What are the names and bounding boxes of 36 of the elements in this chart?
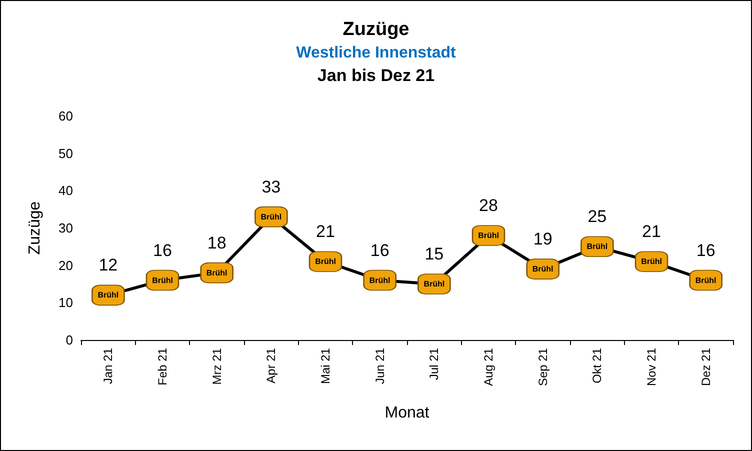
x-tick-label: Dez 21 xyxy=(698,348,713,386)
y-tick-label: 30 xyxy=(58,220,73,236)
x-tick-label: Jun 21 xyxy=(372,348,387,384)
y-tick-label: 60 xyxy=(58,108,73,124)
x-tick-label: Feb 21 xyxy=(156,348,170,386)
chart-subtitle: Westliche Innenstadt xyxy=(296,44,457,62)
data-label: 16 xyxy=(696,240,716,260)
chart-title: Zuzüge xyxy=(342,19,410,40)
data-label: 16 xyxy=(153,240,172,260)
y-tick-label: 20 xyxy=(58,258,73,273)
x-tick-label: Mrz 21 xyxy=(210,348,224,385)
y-tick-label: 40 xyxy=(58,183,73,198)
data-label: 25 xyxy=(588,207,607,226)
y-tick-label: 0 xyxy=(66,332,73,348)
data-label: 15 xyxy=(424,244,444,264)
y-tick-label: 50 xyxy=(58,146,73,161)
x-tick-label: Okt 21 xyxy=(590,348,604,384)
data-label: 19 xyxy=(533,230,552,249)
x-axis-title: Monat xyxy=(384,404,430,422)
x-tick-label: Jul 21 xyxy=(427,348,442,380)
x-tick-label: Aug 21 xyxy=(482,348,496,386)
data-label: 12 xyxy=(98,256,118,275)
x-tick-label: Mai 21 xyxy=(318,348,332,384)
x-tick-label: Sep 21 xyxy=(536,348,550,386)
data-label: 18 xyxy=(207,233,226,252)
x-tick-label: Nov 21 xyxy=(644,348,658,386)
y-axis-title: Zuzüge xyxy=(26,201,44,255)
x-tick-label: Jan 21 xyxy=(101,348,116,384)
data-label: 33 xyxy=(262,177,281,196)
x-tick-label: Apr 21 xyxy=(264,348,278,384)
data-label: 21 xyxy=(316,222,335,242)
text: Jan bis Dez 21 xyxy=(317,66,435,85)
data-label: 28 xyxy=(479,196,498,215)
data-label: 16 xyxy=(370,240,390,260)
data-label: 21 xyxy=(642,222,661,242)
y-tick-label: 10 xyxy=(58,295,73,310)
